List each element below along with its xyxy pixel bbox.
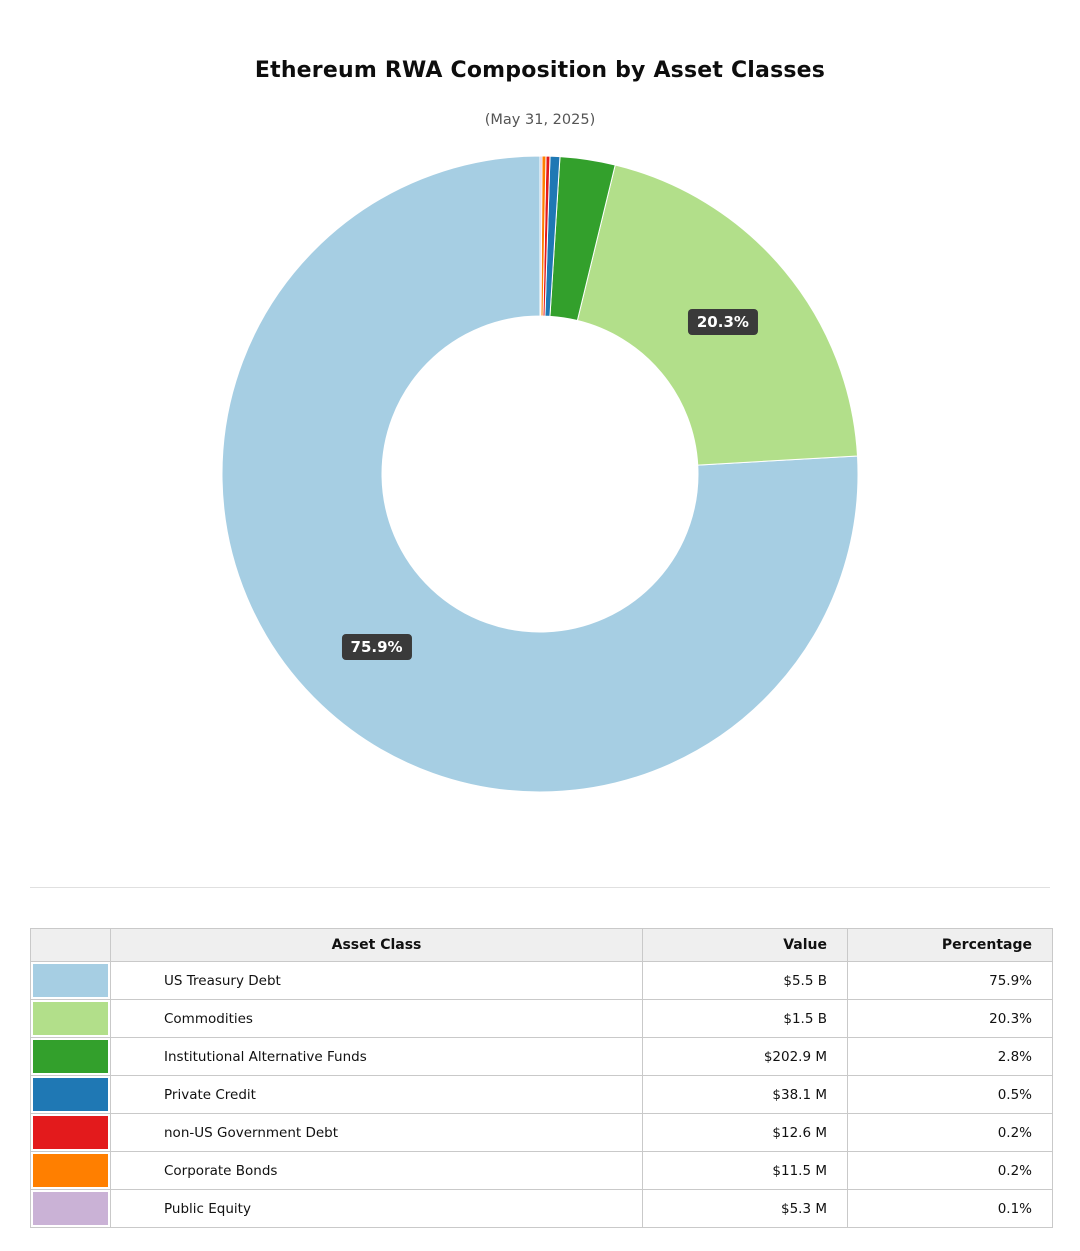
percentage-cell: 2.8% xyxy=(847,1037,1053,1076)
value-cell: $11.5 M xyxy=(642,1151,848,1190)
percentage-cell: 75.9% xyxy=(847,961,1053,1000)
percentage-cell: 0.1% xyxy=(847,1189,1053,1228)
swatch-fill xyxy=(33,964,108,997)
percentage-cell: 0.2% xyxy=(847,1151,1053,1190)
asset-class-cell: US Treasury Debt xyxy=(110,961,643,1000)
table-header-row: Asset Class Value Percentage xyxy=(30,928,1053,962)
asset-class-cell: Institutional Alternative Funds xyxy=(110,1037,643,1076)
pie-slice-commodities xyxy=(576,164,858,466)
chart-subtitle: (May 31, 2025) xyxy=(484,112,596,128)
asset-color-swatch xyxy=(30,961,111,1000)
table-row: Public Equity $5.3 M 0.1% xyxy=(30,1189,1053,1228)
table-row: Corporate Bonds $11.5 M 0.2% xyxy=(30,1151,1053,1190)
asset-class-cell: Commodities xyxy=(110,999,643,1038)
swatch-fill xyxy=(33,1002,108,1035)
donut-svg xyxy=(221,155,859,793)
swatch-fill xyxy=(33,1154,108,1187)
value-cell: $1.5 B xyxy=(642,999,848,1038)
asset-color-swatch xyxy=(30,1075,111,1114)
swatch-fill xyxy=(33,1116,108,1149)
asset-table: Asset Class Value Percentage US Treasury… xyxy=(30,928,1053,1228)
asset-color-swatch xyxy=(30,1151,111,1190)
asset-class-cell: Public Equity xyxy=(110,1189,643,1228)
swatch-fill xyxy=(33,1040,108,1073)
chart-area: Ethereum RWA Composition by Asset Classe… xyxy=(221,58,859,793)
asset-class-header: Asset Class xyxy=(110,928,643,962)
table-row: non-US Government Debt $12.6 M 0.2% xyxy=(30,1113,1053,1152)
value-header: Value xyxy=(642,928,848,962)
pie-slice-us-treasury-debt xyxy=(221,155,859,793)
asset-color-swatch xyxy=(30,1189,111,1228)
value-cell: $5.3 M xyxy=(642,1189,848,1228)
percentage-cell: 20.3% xyxy=(847,999,1053,1038)
pie-slice-public-equity xyxy=(539,155,543,317)
value-cell: $12.6 M xyxy=(642,1113,848,1152)
swatch-fill xyxy=(33,1192,108,1225)
value-cell: $38.1 M xyxy=(642,1075,848,1114)
swatch-column-header xyxy=(30,928,111,962)
table-body: US Treasury Debt $5.5 B 75.9% Commoditie… xyxy=(30,961,1053,1228)
percentage-header: Percentage xyxy=(847,928,1053,962)
percentage-cell: 0.2% xyxy=(847,1113,1053,1152)
asset-class-cell: non-US Government Debt xyxy=(110,1113,643,1152)
table-row: Private Credit $38.1 M 0.5% xyxy=(30,1075,1053,1114)
table-row: Institutional Alternative Funds $202.9 M… xyxy=(30,1037,1053,1076)
asset-color-swatch xyxy=(30,1037,111,1076)
section-divider xyxy=(30,887,1050,888)
asset-color-swatch xyxy=(30,1113,111,1152)
asset-class-cell: Private Credit xyxy=(110,1075,643,1114)
table-row: US Treasury Debt $5.5 B 75.9% xyxy=(30,961,1053,1000)
value-cell: $202.9 M xyxy=(642,1037,848,1076)
value-cell: $5.5 B xyxy=(642,961,848,1000)
table-row: Commodities $1.5 B 20.3% xyxy=(30,999,1053,1038)
asset-class-cell: Corporate Bonds xyxy=(110,1151,643,1190)
swatch-fill xyxy=(33,1078,108,1111)
percentage-cell: 0.5% xyxy=(847,1075,1053,1114)
asset-color-swatch xyxy=(30,999,111,1038)
chart-title: Ethereum RWA Composition by Asset Classe… xyxy=(254,58,826,83)
